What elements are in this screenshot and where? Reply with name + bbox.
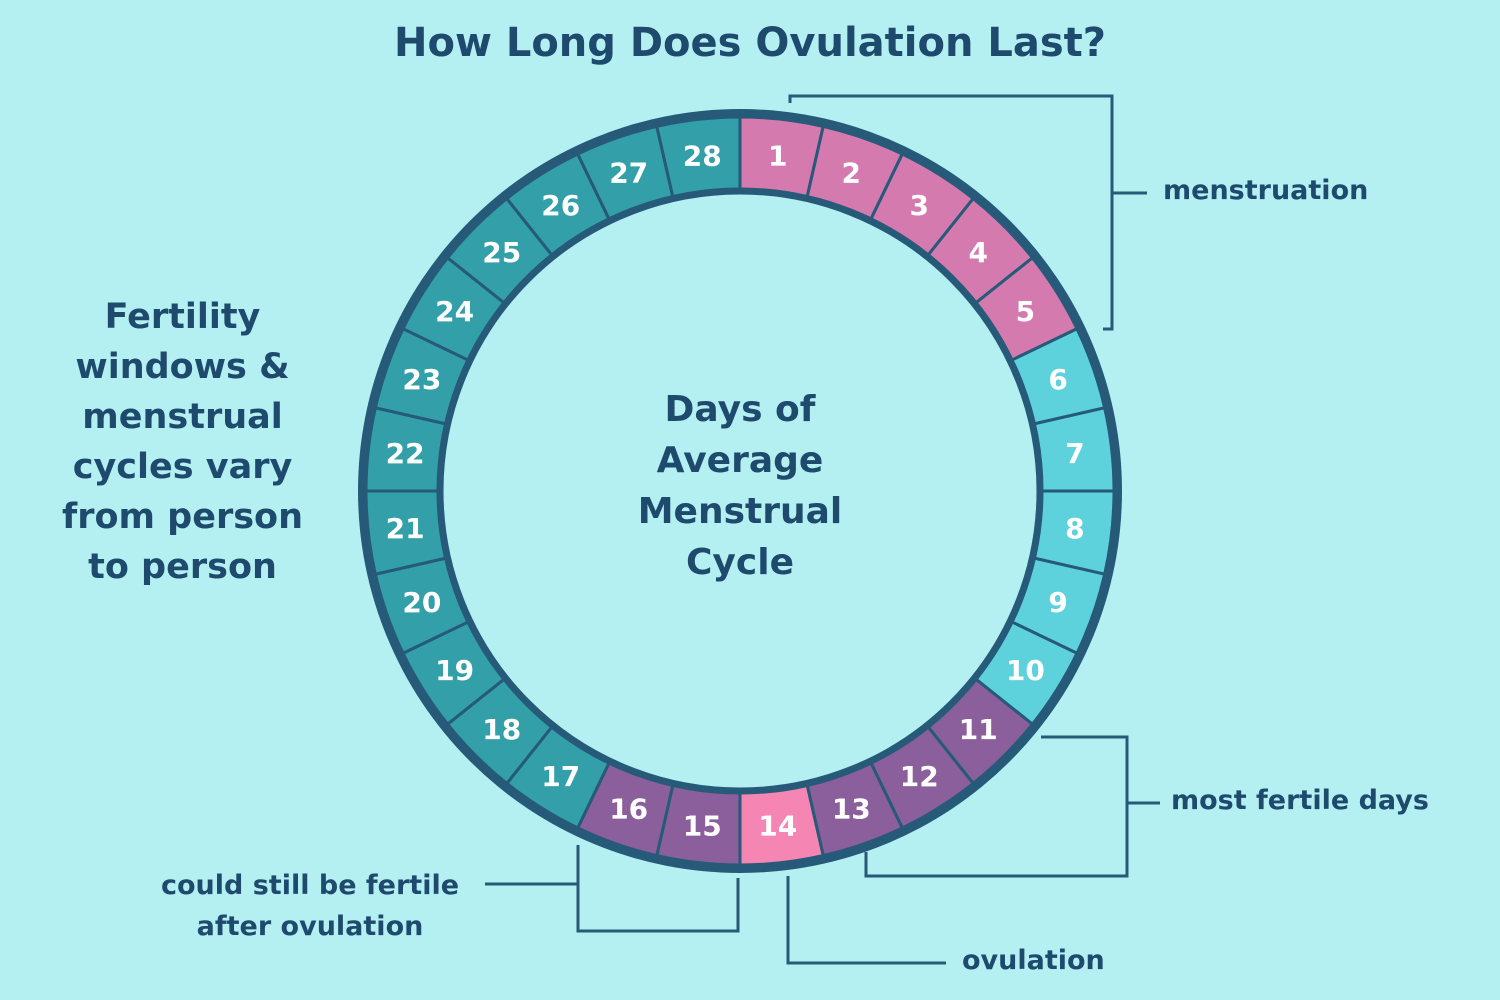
day-label-21: 21: [386, 512, 425, 545]
day-label-13: 13: [832, 793, 871, 826]
day-label-23: 23: [402, 363, 441, 396]
day-label-3: 3: [910, 189, 929, 222]
ovulation-label: ovulation: [962, 945, 1105, 976]
day-label-11: 11: [959, 713, 998, 746]
day-label-14: 14: [758, 809, 797, 842]
side-note: Fertility windows & menstrual cycles var…: [61, 297, 304, 587]
day-label-26: 26: [541, 189, 580, 222]
day-label-8: 8: [1065, 512, 1084, 545]
day-label-19: 19: [435, 654, 474, 687]
day-label-27: 27: [609, 156, 648, 189]
after-ovulation-bracket: [576, 845, 740, 933]
day-label-4: 4: [969, 236, 988, 269]
cycle-ring: [358, 109, 1122, 873]
day-label-2: 2: [842, 156, 861, 189]
day-label-18: 18: [482, 713, 521, 746]
ring-inner-border: [436, 187, 1044, 795]
page-title: How Long Does Ovulation Last?: [394, 20, 1106, 66]
cycle-day-labels: 1234567891011121314151617181920212223242…: [386, 140, 1085, 843]
center-label: Days of Average Menstrual Cycle: [637, 389, 843, 583]
after-ovulation-label: could still be fertile after ovulation: [160, 870, 460, 942]
day-label-28: 28: [683, 140, 722, 173]
day-label-7: 7: [1065, 437, 1084, 470]
day-label-24: 24: [435, 295, 474, 328]
day-label-5: 5: [1016, 295, 1035, 328]
day-label-12: 12: [900, 760, 939, 793]
menstruation-bracket: [788, 94, 1114, 331]
day-label-9: 9: [1048, 586, 1067, 619]
day-label-16: 16: [609, 793, 648, 826]
day-label-22: 22: [386, 437, 425, 470]
day-label-20: 20: [402, 586, 441, 619]
day-label-6: 6: [1048, 363, 1067, 396]
most-fertile-bracket: [864, 735, 1129, 878]
day-label-17: 17: [541, 760, 580, 793]
day-label-1: 1: [768, 140, 787, 173]
day-label-10: 10: [1006, 654, 1045, 687]
day-label-15: 15: [683, 809, 722, 842]
most-fertile-days-label: most fertile days: [1171, 785, 1429, 816]
ovulation-bracket: [786, 876, 946, 965]
menstruation-label: menstruation: [1163, 175, 1369, 206]
day-label-25: 25: [482, 236, 521, 269]
